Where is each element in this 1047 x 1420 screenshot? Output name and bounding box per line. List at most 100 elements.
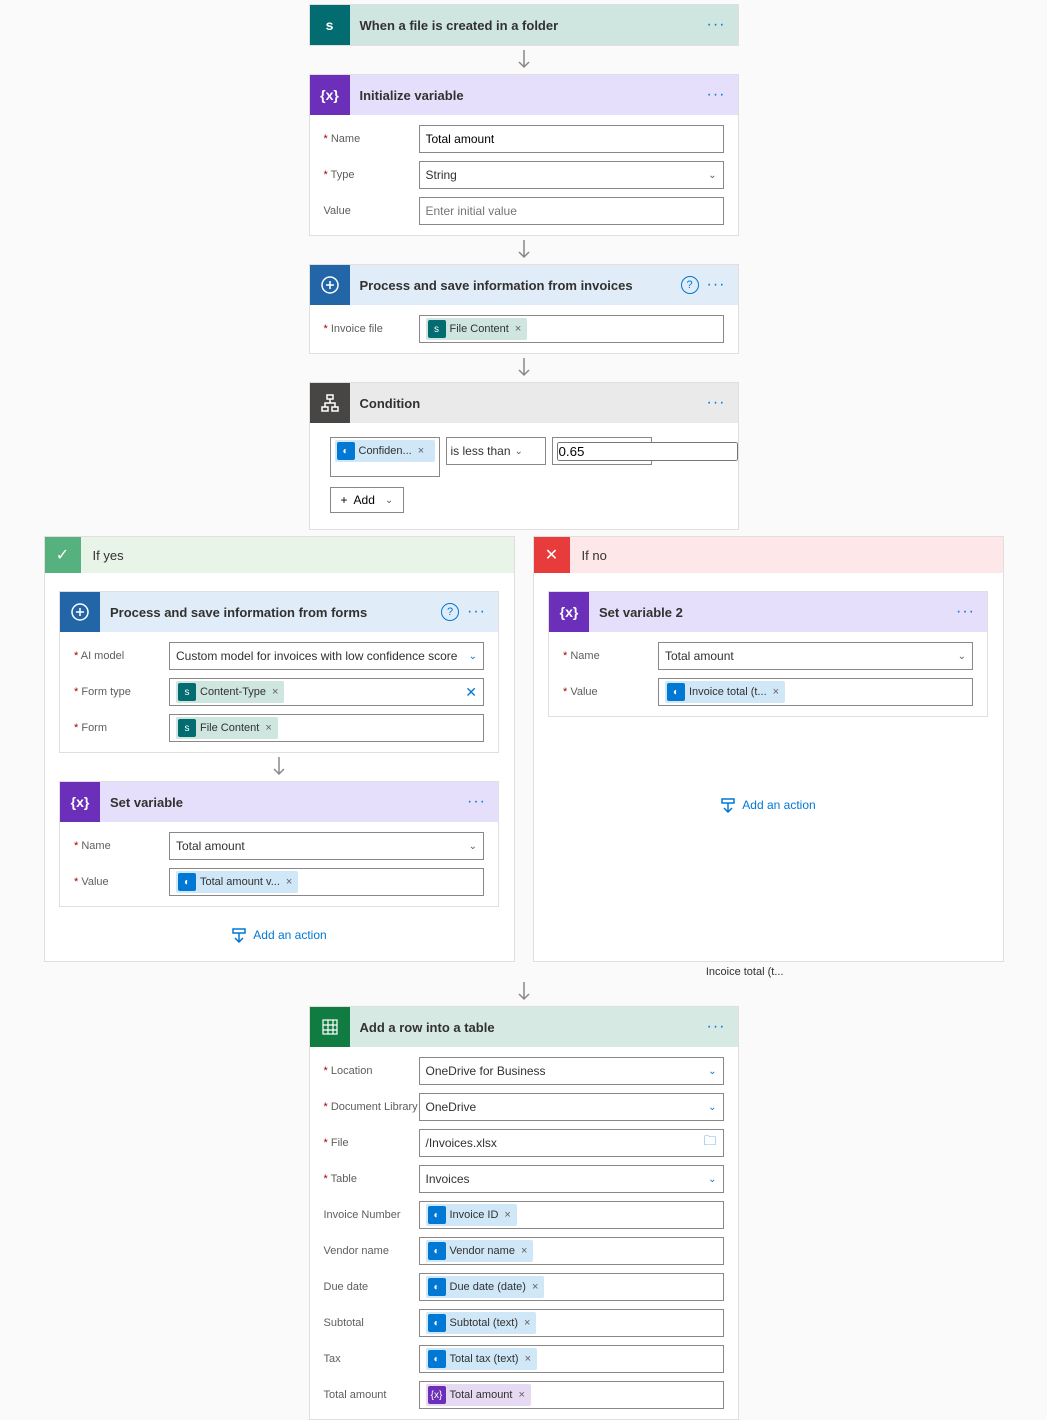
invoice-file-input[interactable]: sFile Content×	[419, 315, 724, 343]
more-icon[interactable]: ···	[952, 599, 979, 625]
card-header[interactable]: Process and save information from forms …	[60, 592, 498, 632]
add-action-button[interactable]: Add an action	[231, 927, 326, 943]
condition-operator-select[interactable]: is less than⌄	[446, 437, 546, 465]
remove-token-icon[interactable]: ×	[272, 686, 278, 698]
card-title: Process and save information from invoic…	[350, 278, 681, 293]
value-input[interactable]	[419, 197, 724, 225]
type-label: Type	[324, 169, 419, 181]
chevron-down-icon: ⌄	[708, 1066, 716, 1077]
type-select[interactable]: String⌄	[419, 161, 724, 189]
invoice-total-token[interactable]: ◐Invoice total (t...×	[665, 681, 785, 703]
table-label: Table	[324, 1173, 419, 1185]
arrow-icon	[517, 978, 531, 1006]
condition-value-input[interactable]	[552, 437, 652, 465]
trigger-title: When a file is created in a folder	[350, 18, 703, 33]
more-icon[interactable]: ···	[703, 1014, 730, 1040]
chevron-down-icon: ⌄	[708, 170, 716, 181]
name-select[interactable]: Total amount⌄	[658, 642, 973, 670]
add-condition-button[interactable]: +Add⌄	[330, 487, 405, 513]
invoice-number-input[interactable]: ◐Invoice ID×	[419, 1201, 724, 1229]
remove-token-icon[interactable]: ×	[265, 722, 271, 734]
trigger-card[interactable]: s When a file is created in a folder ···	[309, 4, 739, 46]
card-header[interactable]: {x} Set variable ···	[60, 782, 498, 822]
folder-icon[interactable]: 🗀	[703, 1132, 716, 1154]
ai-model-select[interactable]: Custom model for invoices with low confi…	[169, 642, 484, 670]
total-amount-token[interactable]: ◐Total amount v...×	[176, 871, 298, 893]
invoice-file-label: Invoice file	[324, 323, 419, 335]
vendor-name-label: Vendor name	[324, 1245, 419, 1257]
variable-icon: {x}	[310, 75, 350, 115]
table-select[interactable]: Invoices⌄	[419, 1165, 724, 1193]
card-title: Condition	[350, 396, 703, 411]
remove-token-icon[interactable]: ×	[521, 1245, 527, 1257]
document-library-select[interactable]: OneDrive⌄	[419, 1093, 724, 1121]
more-icon[interactable]: ···	[703, 272, 730, 298]
branch-title: If yes	[81, 548, 124, 563]
chevron-down-icon: ⌄	[708, 1174, 716, 1185]
total-amount-input[interactable]: {x}Total amount×	[419, 1381, 724, 1409]
more-icon[interactable]: ···	[703, 82, 730, 108]
remove-token-icon[interactable]: ×	[773, 686, 779, 698]
form-label: Form	[74, 722, 169, 734]
stray-text: Incoice total (t...	[44, 966, 1004, 978]
file-picker[interactable]: /Invoices.xlsx🗀	[419, 1129, 724, 1157]
more-icon[interactable]: ···	[463, 599, 490, 625]
vendor-name-token[interactable]: ◐Vendor name×	[426, 1240, 534, 1262]
more-icon[interactable]: ···	[703, 390, 730, 416]
name-input[interactable]	[419, 125, 724, 153]
chevron-down-icon: ⌄	[515, 446, 523, 457]
form-type-label: Form type	[74, 686, 169, 698]
help-icon[interactable]: ?	[441, 603, 459, 621]
due-date-input[interactable]: ◐Due date (date)×	[419, 1273, 724, 1301]
name-select[interactable]: Total amount⌄	[169, 832, 484, 860]
value-input[interactable]: ◐Invoice total (t...×	[658, 678, 973, 706]
subtotal-input[interactable]: ◐Subtotal (text)×	[419, 1309, 724, 1337]
total-amount-var-token[interactable]: {x}Total amount×	[426, 1384, 531, 1406]
remove-token-icon[interactable]: ×	[515, 323, 521, 335]
form-input[interactable]: sFile Content×	[169, 714, 484, 742]
subtotal-token[interactable]: ◐Subtotal (text)×	[426, 1312, 537, 1334]
condition-icon	[310, 383, 350, 423]
remove-token-icon[interactable]: ×	[524, 1317, 530, 1329]
card-header[interactable]: {x} Set variable 2 ···	[549, 592, 987, 632]
form-type-input[interactable]: sContent-Type× ✕	[169, 678, 484, 706]
tax-input[interactable]: ◐Total tax (text)×	[419, 1345, 724, 1373]
remove-token-icon[interactable]: ×	[504, 1209, 510, 1221]
add-action-button[interactable]: Add an action	[720, 797, 815, 813]
value-input[interactable]: ◐Total amount v...×	[169, 868, 484, 896]
due-date-token[interactable]: ◐Due date (date)×	[426, 1276, 545, 1298]
value-label: Value	[74, 876, 169, 888]
card-header[interactable]: Add a row into a table ···	[310, 1007, 738, 1047]
remove-token-icon[interactable]: ×	[532, 1281, 538, 1293]
remove-token-icon[interactable]: ×	[518, 1389, 524, 1401]
process-invoices-card: Process and save information from invoic…	[309, 264, 739, 354]
file-content-token[interactable]: sFile Content×	[176, 717, 278, 739]
invoice-id-token[interactable]: ◐Invoice ID×	[426, 1204, 517, 1226]
help-icon[interactable]: ?	[681, 276, 699, 294]
remove-token-icon[interactable]: ×	[286, 876, 292, 888]
branch-header: ✕ If no	[534, 537, 1003, 573]
content-type-token[interactable]: sContent-Type×	[176, 681, 284, 703]
add-row-card: Add a row into a table ··· Location OneD…	[309, 1006, 739, 1420]
confidence-token[interactable]: ◐Confiden...×	[335, 440, 435, 462]
card-header[interactable]: Condition ···	[310, 383, 738, 423]
more-icon[interactable]: ···	[703, 12, 730, 38]
tax-token[interactable]: ◐Total tax (text)×	[426, 1348, 538, 1370]
if-no-branch: ✕ If no {x} Set variable 2 ··· Name Tota…	[533, 536, 1004, 962]
excel-icon	[310, 1007, 350, 1047]
more-icon[interactable]: ···	[463, 789, 490, 815]
location-label: Location	[324, 1065, 419, 1077]
arrow-icon	[517, 46, 531, 74]
card-header[interactable]: {x} Initialize variable ···	[310, 75, 738, 115]
due-date-label: Due date	[324, 1281, 419, 1293]
chevron-down-icon: ⌄	[385, 495, 393, 506]
remove-token-icon[interactable]: ×	[418, 445, 424, 457]
condition-left-input[interactable]: ◐Confiden...×	[330, 437, 440, 477]
vendor-name-input[interactable]: ◐Vendor name×	[419, 1237, 724, 1265]
file-content-token[interactable]: sFile Content×	[426, 318, 528, 340]
card-header[interactable]: Process and save information from invoic…	[310, 265, 738, 305]
branch-title: If no	[570, 548, 607, 563]
clear-icon[interactable]: ✕	[465, 684, 477, 701]
location-select[interactable]: OneDrive for Business⌄	[419, 1057, 724, 1085]
check-icon: ✓	[45, 537, 81, 573]
